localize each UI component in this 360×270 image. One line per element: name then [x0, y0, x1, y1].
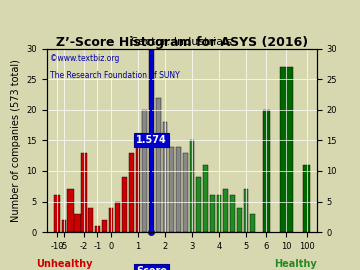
Bar	[196, 177, 201, 232]
Bar	[190, 140, 194, 232]
Text: 1.574: 1.574	[136, 135, 167, 146]
Bar	[176, 147, 181, 232]
Text: Score: Score	[136, 266, 167, 270]
Bar	[122, 177, 127, 232]
Bar	[149, 49, 154, 232]
Bar	[95, 226, 100, 232]
Bar	[109, 208, 113, 232]
Bar	[230, 195, 235, 232]
Text: Healthy: Healthy	[274, 259, 316, 269]
Y-axis label: Number of companies (573 total): Number of companies (573 total)	[11, 59, 21, 222]
Bar	[62, 220, 66, 232]
Bar	[102, 220, 107, 232]
Bar	[237, 208, 242, 232]
Bar	[244, 189, 248, 232]
Text: Unhealthy: Unhealthy	[37, 259, 93, 269]
Text: Sector: Industrials: Sector: Industrials	[131, 37, 232, 47]
Bar	[263, 110, 270, 232]
Bar	[142, 110, 147, 232]
Bar	[280, 67, 292, 232]
Bar	[81, 153, 87, 232]
Bar	[54, 195, 60, 232]
Title: Z’-Score Histogram for ASYS (2016): Z’-Score Histogram for ASYS (2016)	[56, 36, 308, 49]
Bar	[136, 147, 140, 232]
Bar	[210, 195, 215, 232]
Bar	[67, 189, 74, 232]
Bar	[169, 147, 174, 232]
Text: The Research Foundation of SUNY: The Research Foundation of SUNY	[50, 71, 179, 80]
Bar	[163, 122, 167, 232]
Bar	[88, 208, 93, 232]
Bar	[223, 189, 228, 232]
Bar	[183, 153, 188, 232]
Bar	[303, 165, 310, 232]
Bar	[115, 202, 120, 232]
Bar	[217, 195, 221, 232]
Bar	[156, 97, 161, 232]
Bar	[74, 214, 81, 232]
Bar	[250, 214, 255, 232]
Text: ©www.textbiz.org: ©www.textbiz.org	[50, 54, 119, 63]
Bar	[129, 153, 134, 232]
Bar	[203, 165, 208, 232]
